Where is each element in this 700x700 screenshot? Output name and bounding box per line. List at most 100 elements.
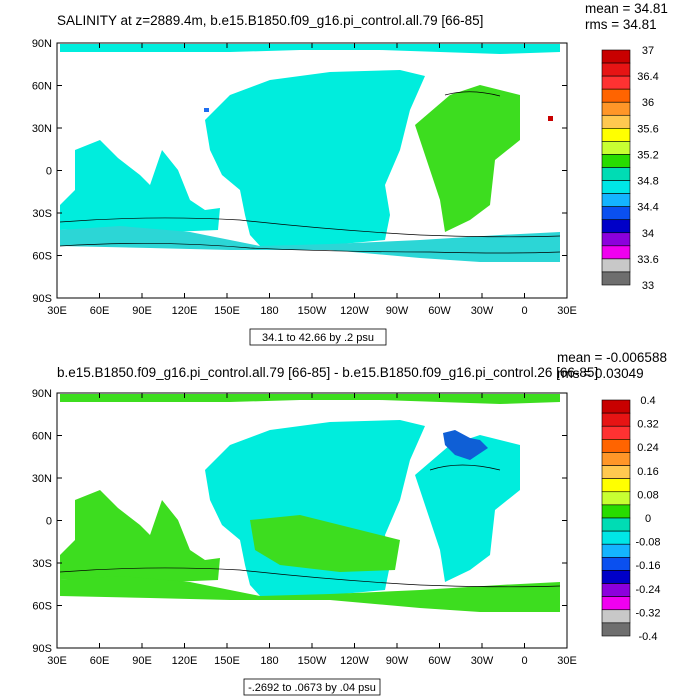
colorbar-swatch: [601, 245, 631, 260]
colorbar-swatch: [601, 478, 631, 493]
colorbar-swatch: [601, 219, 631, 234]
colorbar-label: 36.4: [637, 71, 658, 83]
panel-1-map: [56, 42, 568, 299]
x-tick-label: 30E: [47, 655, 67, 667]
y-tick-label: 30N: [32, 473, 52, 485]
colorbar-label: 0: [645, 513, 651, 525]
panel-1-mean: mean = 34.81: [585, 1, 668, 16]
x-tick-label: 30E: [47, 305, 67, 317]
colorbar-swatch: [601, 180, 631, 194]
panel-1-colorbar: 37 36.4 36 35.6 35.2 34.8 34.4 34 33.6 33: [601, 45, 659, 292]
colorbar-swatch: [601, 154, 631, 168]
x-tick-label: 0: [521, 655, 527, 667]
colorbar-label: 33: [642, 280, 654, 292]
y-tick-label: 30S: [32, 208, 52, 220]
panel-2-map: [56, 392, 568, 649]
x-tick-label: 120W: [340, 305, 369, 317]
y-tick-label: 60S: [32, 251, 52, 263]
x-tick-label: 60E: [90, 305, 110, 317]
panel-2-axes: 30E 60E 90E 120E 150E 180 150W 120W 90W 60W 30W 0 30…: [32, 388, 577, 667]
panel-2-contour-info: -.2692 to .0673 by .04 psu: [248, 682, 376, 694]
colorbar-swatch: [601, 193, 631, 207]
y-tick-label: 0: [46, 516, 52, 528]
colorbar-swatch: [601, 530, 631, 545]
x-tick-label: 30E: [557, 655, 577, 667]
indian-ocean: [60, 490, 220, 582]
x-tick-label: 90E: [132, 305, 152, 317]
colorbar-label: 0.4: [640, 395, 655, 407]
x-tick-label: 30E: [557, 305, 577, 317]
atlantic-ocean: [415, 85, 520, 232]
colorbar-swatch: [601, 596, 631, 611]
x-tick-label: 90W: [386, 655, 409, 667]
colorbar-label: 33.6: [637, 254, 658, 266]
pacific-positive-anomaly: [250, 515, 400, 572]
x-tick-label: 0: [521, 305, 527, 317]
x-tick-label: 30W: [471, 655, 494, 667]
antarctic-land: [57, 600, 567, 648]
x-tick-label: 90W: [386, 305, 409, 317]
contour-line: [59, 217, 561, 238]
x-tick-label: 90E: [132, 655, 152, 667]
colorbar-label: -0.24: [635, 584, 660, 596]
colorbar-swatch: [601, 141, 631, 155]
colorbar-label: 37: [642, 45, 654, 57]
southern-ocean: [60, 576, 560, 612]
colorbar-swatch: [601, 517, 631, 532]
colorbar-swatch: [601, 258, 631, 273]
y-tick-label: 60N: [32, 81, 52, 93]
y-tick-label: 90N: [32, 388, 52, 400]
colorbar-label: -0.32: [635, 607, 660, 619]
colorbar-swatch: [601, 101, 631, 116]
contour-line: [59, 243, 561, 254]
contour-line: [59, 567, 561, 588]
colorbar-swatch: [601, 425, 631, 440]
colorbar-swatch: [601, 439, 631, 453]
contour-line: [444, 91, 501, 97]
colorbar-swatch: [601, 128, 631, 142]
colorbar-swatch: [601, 62, 631, 77]
x-tick-label: 120E: [172, 305, 198, 317]
colorbar-label: -0.16: [635, 560, 660, 572]
pacific-ocean: [205, 70, 425, 246]
x-tick-label: 150E: [214, 305, 240, 317]
colorbar-swatch: [601, 206, 631, 221]
x-tick-label: 150E: [214, 655, 240, 667]
colorbar-label: 35.2: [637, 149, 658, 161]
southern-ocean: [60, 226, 560, 262]
panel-1: SALINITY at z=2889.4m, b.e15.B1850.f09_g…: [32, 1, 668, 346]
colorbar-label: 34.4: [637, 202, 658, 214]
colorbar-label: 0.16: [637, 466, 658, 478]
atlantic-ocean: [415, 435, 520, 582]
panel-1-contour-info-box: [249, 328, 387, 346]
colorbar-swatch: [601, 88, 631, 103]
colorbar-swatch: [601, 543, 631, 558]
y-tick-label: 0: [46, 166, 52, 178]
y-tick-label: 30N: [32, 123, 52, 135]
y-tick-label: 90S: [32, 643, 52, 655]
colorbar-label: -0.08: [635, 537, 660, 549]
colorbar-swatch: [601, 167, 631, 181]
marginal-sea-patch: [204, 108, 209, 112]
panel-1-contour-info: 34.1 to 42.66 by .2 psu: [262, 332, 374, 344]
colorbar-swatch: [601, 49, 631, 64]
panel-2-rms: rms = 0.03049: [557, 366, 644, 381]
colorbar-label: 34.8: [637, 176, 658, 188]
panel-2-title: b.e15.B1850.f09_g16.pi_control.all.79 [6…: [57, 365, 598, 380]
contour-line: [429, 464, 501, 471]
colorbar-label: 35.6: [637, 123, 658, 135]
colorbar-label: 0.32: [637, 419, 658, 431]
colorbar-swatch: [601, 570, 631, 584]
panel-1-title: SALINITY at z=2889.4m, b.e15.B1850.f09_g…: [57, 13, 483, 28]
colorbar-label: -0.4: [639, 631, 658, 643]
panel-1-axes: 30E 60E 90E 120E 150E 180 150W 120W 90W 60W 30W 0 30…: [32, 38, 577, 317]
x-tick-label: 60E: [90, 655, 110, 667]
colorbar-swatch: [601, 557, 631, 571]
x-tick-label: 180: [260, 655, 278, 667]
colorbar-label: 0.24: [637, 442, 658, 454]
panel-1-rms: rms = 34.81: [585, 17, 657, 32]
colorbar-swatch: [601, 622, 631, 637]
y-tick-label: 30S: [32, 558, 52, 570]
x-tick-label: 60W: [428, 305, 451, 317]
